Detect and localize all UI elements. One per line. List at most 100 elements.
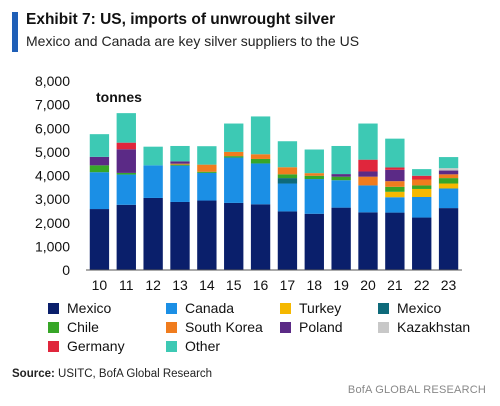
bar-segment-south-korea-13 xyxy=(170,163,190,165)
bar-segment-other-20 xyxy=(358,123,378,160)
y-tick-label: 2,000 xyxy=(35,215,70,231)
bar-segment-poland-11 xyxy=(116,149,136,173)
x-tick-label: 11 xyxy=(119,277,134,293)
bar-segment-mexico-23 xyxy=(438,208,459,270)
legend-label: Kazakhstan xyxy=(397,319,471,335)
bar-segment-canada-16 xyxy=(250,163,271,205)
bar-segment-mexico-17 xyxy=(277,211,298,270)
legend-swatch xyxy=(166,340,177,352)
x-tick-label: 10 xyxy=(92,277,108,293)
bars-layer xyxy=(89,113,459,270)
legend-swatch xyxy=(378,302,389,314)
legend-label: Canada xyxy=(185,300,235,316)
bar-segment-other-22 xyxy=(412,169,432,176)
bar-segment-mexico-18 xyxy=(304,213,324,270)
axes-layer: 10 11 12 13 14 15 16 17 18 19 20 21 22 23 0 1,000 2,000 3… xyxy=(35,73,462,293)
bar-segment-turkey-21 xyxy=(385,191,405,198)
bar-segment-chile-14 xyxy=(197,171,217,173)
source-text: USITC, BofA Global Research xyxy=(54,368,213,380)
chart-title: Exhibit 7: US, imports of unwrought silv… xyxy=(26,11,336,28)
bar-segment-mexico-16 xyxy=(250,204,271,270)
x-tick-label: 23 xyxy=(441,277,457,293)
bar-segment-mexico-13 xyxy=(170,201,190,270)
x-tick-label: 21 xyxy=(387,277,403,293)
y-tick-label: 5,000 xyxy=(35,144,70,160)
x-tick-label: 16 xyxy=(253,277,269,293)
bar-segment-canada-22 xyxy=(412,197,432,218)
bar-segment-mexico-11 xyxy=(116,204,136,270)
bar-segment-canada-15 xyxy=(224,157,244,203)
source-note: Source: USITC, BofA Global Research xyxy=(12,368,212,380)
x-tick-label: 12 xyxy=(145,277,161,293)
legend-label: Mexico xyxy=(67,300,112,316)
legend-item-mexico: Mexico xyxy=(48,300,111,316)
bar-segment-chile-23 xyxy=(438,178,459,184)
legend-item-poland: Poland xyxy=(280,319,343,335)
bar-segment-canada-18 xyxy=(304,179,324,214)
bar-segment-other-21 xyxy=(385,138,405,168)
legend-item-turkey: Turkey xyxy=(280,300,341,316)
y-tick-label: 8,000 xyxy=(35,73,70,89)
x-tick-label: 20 xyxy=(360,277,376,293)
bar-segment-other-13 xyxy=(170,145,190,162)
bar-segment-chile-21 xyxy=(385,186,405,192)
y-tick-label: 6,000 xyxy=(35,120,70,136)
legend-item-mexico: Mexico xyxy=(378,300,441,316)
bar-segment-chile-10 xyxy=(89,165,110,173)
bar-segment-mexico-14 xyxy=(197,200,217,270)
y-tick-label: 4,000 xyxy=(35,168,70,184)
bar-segment-south-korea-17 xyxy=(277,167,298,175)
bar-segment-canada-11 xyxy=(116,174,136,205)
bar-segment-germany-22 xyxy=(412,175,432,180)
bar-segment-chile-19 xyxy=(331,176,351,181)
bar-segment-other-17 xyxy=(277,141,298,168)
bar-segment-poland-10 xyxy=(89,156,110,166)
x-tick-label: 17 xyxy=(280,277,296,293)
bar-segment-south-korea-20 xyxy=(358,176,378,186)
x-tick-label: 14 xyxy=(199,277,215,293)
y-tick-label: 3,000 xyxy=(35,191,70,207)
x-tick-label: 19 xyxy=(333,277,349,293)
bar-segment-other-16 xyxy=(250,116,271,155)
unit-label: tonnes xyxy=(96,89,142,105)
legend-swatch xyxy=(166,321,177,333)
bar-segment-germany-20 xyxy=(358,159,378,172)
bar-segment-chile-17 xyxy=(277,174,298,179)
bar-segment-other-11 xyxy=(116,113,136,143)
legend-label: Poland xyxy=(299,319,343,335)
bar-segment-other-14 xyxy=(197,146,217,165)
bar-segment-other-19 xyxy=(331,145,351,175)
bar-segment-mexico-20 xyxy=(358,212,378,270)
bar-segment-south-korea-16 xyxy=(250,154,271,159)
bar-segment-south-korea-14 xyxy=(197,164,217,172)
legend-item-kazakhstan: Kazakhstan xyxy=(378,319,470,335)
bar-segment-south-korea-23 xyxy=(438,174,459,179)
bar-segment-turkey-22 xyxy=(412,188,432,197)
legend-label: Germany xyxy=(67,338,125,354)
legend-label: Chile xyxy=(67,319,99,335)
legend-swatch xyxy=(280,302,291,314)
legend-item-south-korea: South Korea xyxy=(166,319,263,335)
bar-segment-mexico-22 xyxy=(412,217,432,270)
legend-swatch xyxy=(48,302,59,314)
bar-segment-other-18 xyxy=(304,149,324,174)
y-tick-label: 1,000 xyxy=(35,238,70,254)
bar-segment-canada-23 xyxy=(438,188,459,209)
bar-segment-south-korea-18 xyxy=(304,173,324,176)
bar-segment-chile-11 xyxy=(116,172,136,175)
bar-segment-poland-13 xyxy=(170,161,190,164)
legend-label: Turkey xyxy=(299,300,342,316)
bar-segment-canada-14 xyxy=(197,172,217,201)
bar-segment-canada-19 xyxy=(331,180,351,208)
bar-segment-canada-21 xyxy=(385,197,405,213)
bar-segment-chile-18 xyxy=(304,175,324,180)
legend-swatch xyxy=(48,321,59,333)
bar-segment-canada-10 xyxy=(89,172,110,210)
x-tick-label: 13 xyxy=(172,277,188,293)
bar-segment-poland-23 xyxy=(438,170,459,175)
bar-segment-canada-20 xyxy=(358,185,378,213)
bar-segment-mexico-17 xyxy=(277,178,298,184)
x-tick-label: 15 xyxy=(226,277,242,293)
chart-subtitle: Mexico and Canada are key silver supplie… xyxy=(26,33,360,49)
bar-segment-poland-20 xyxy=(358,171,378,177)
